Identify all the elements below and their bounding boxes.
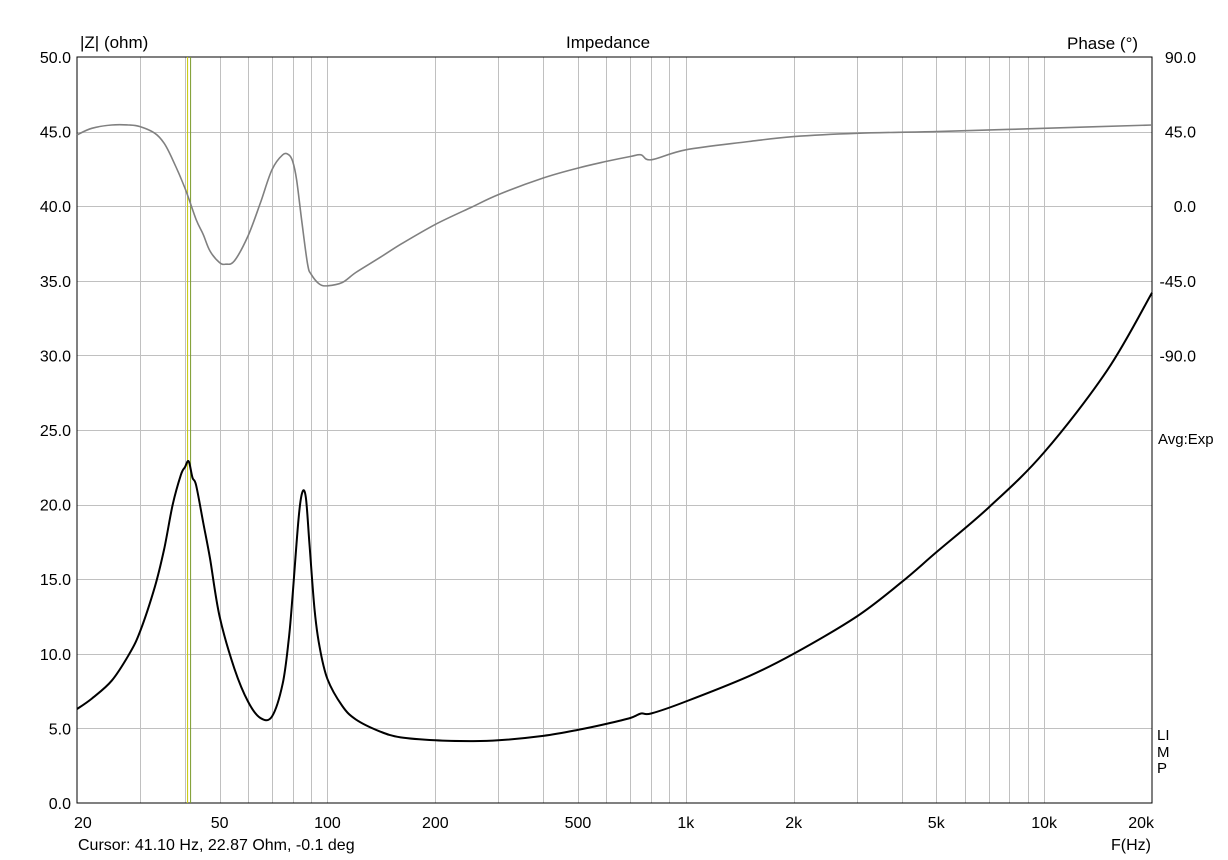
phase-line: [76, 123, 1153, 287]
series-lines: [76, 123, 1153, 743]
left-tick-label: 20.0: [40, 498, 71, 515]
left-tick-label: 10.0: [40, 647, 71, 664]
left-tick-label: 15.0: [40, 572, 71, 589]
left-axis-label: |Z| (ohm): [80, 33, 149, 52]
cursor-lines[interactable]: [187, 57, 192, 803]
left-tick-label: 40.0: [40, 199, 71, 216]
averaging-label: Avg:Exp: [1158, 431, 1214, 448]
right-tick-label: 45.0: [1165, 125, 1196, 142]
grid: [77, 57, 1152, 803]
right-tick-label: 0.0: [1174, 199, 1196, 216]
right-tick-label: -90.0: [1160, 348, 1197, 365]
x-tick-label: 20: [74, 815, 92, 832]
x-tick-label: 2k: [785, 815, 803, 832]
impedance-magnitude-line: [76, 292, 1153, 743]
plot-frame: [76, 56, 1153, 804]
x-tick-label: 20k: [1128, 815, 1155, 832]
left-tick-label: 50.0: [40, 50, 71, 67]
left-tick-label: 0.0: [49, 796, 71, 813]
right-tick-label: 90.0: [1165, 50, 1196, 67]
left-tick-label: 45.0: [40, 125, 71, 142]
left-tick-label: 30.0: [40, 348, 71, 365]
x-tick-label: 5k: [928, 815, 946, 832]
cursor-readout: Cursor: 41.10 Hz, 22.87 Ohm, -0.1 deg: [78, 837, 355, 854]
curve-type-label: LIMP: [1157, 727, 1170, 777]
left-tick-labels: 0.0 5.0 10.0 15.0 20.0 25.0 30.0 35.0 40.0 45.0 50…: [40, 50, 71, 813]
x-tick-label: 100: [314, 815, 341, 832]
right-tick-label: -45.0: [1160, 274, 1197, 291]
left-tick-label: 25.0: [40, 423, 71, 440]
x-tick-label: 200: [422, 815, 449, 832]
x-tick-label: 50: [211, 815, 229, 832]
x-tick-labels: 20 50 100 200 500 1k 2k 5k 10k 20k: [74, 815, 1155, 832]
left-tick-label: 35.0: [40, 274, 71, 291]
x-tick-label: 500: [565, 815, 592, 832]
left-tick-label: 5.0: [49, 721, 71, 738]
x-axis-label: F(Hz): [1111, 837, 1151, 854]
right-tick-labels: 90.0 45.0 0.0 -45.0 -90.0: [1160, 50, 1197, 365]
x-tick-label: 10k: [1031, 815, 1058, 832]
chart-title: Impedance: [566, 33, 651, 52]
x-tick-label: 1k: [677, 815, 695, 832]
right-axis-label: Phase (°): [1067, 34, 1139, 53]
